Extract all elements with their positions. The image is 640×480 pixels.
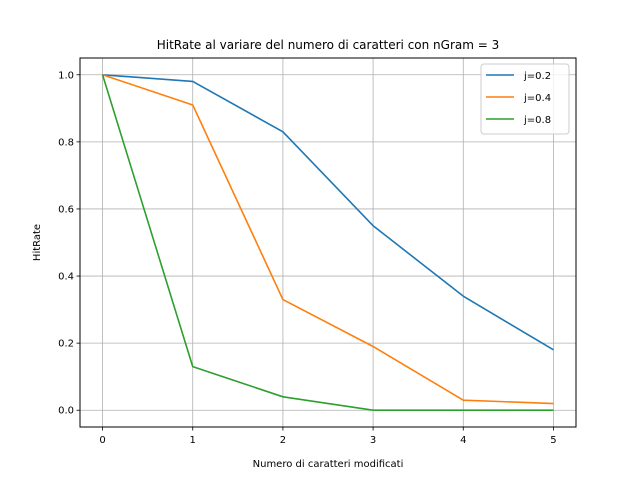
x-tick-label: 4 <box>460 435 466 446</box>
legend-label: j=0.4 <box>523 93 551 104</box>
series-line-j=0.8 <box>101 74 554 412</box>
x-tick-label: 3 <box>370 435 376 446</box>
chart-title: HitRate al variare del numero di caratte… <box>157 38 500 52</box>
series-line-j=0.4 <box>102 74 554 405</box>
y-tick-label: 0.0 <box>58 406 74 417</box>
y-tick-label: 0.6 <box>58 204 74 215</box>
x-tick-label: 2 <box>280 435 286 446</box>
series-line-j=0.2 <box>102 73 554 351</box>
x-tick-label: 0 <box>99 435 105 446</box>
x-axis-label: Numero di caratteri modificati <box>253 459 404 470</box>
plot-frame <box>79 57 577 428</box>
y-tick-label: 0.4 <box>58 272 74 283</box>
legend-box <box>480 63 570 135</box>
y-axis-label: HitRate <box>32 224 43 261</box>
x-tick-label: 1 <box>190 435 196 446</box>
y-tick-label: 0.2 <box>58 339 74 350</box>
legend: j=0.2 j=0.4 j=0.8 <box>480 63 570 135</box>
x-tick-label: 5 <box>550 435 556 446</box>
axis-ticks: 0 1 2 3 4 5 0.0 0.2 0.4 0.6 0.8 1.0 <box>58 70 557 446</box>
y-tick-label: 0.8 <box>58 137 74 148</box>
y-tick-label: 1.0 <box>58 70 74 81</box>
series-lines <box>101 73 554 412</box>
legend-label: j=0.2 <box>523 71 551 82</box>
legend-label: j=0.8 <box>523 115 551 126</box>
